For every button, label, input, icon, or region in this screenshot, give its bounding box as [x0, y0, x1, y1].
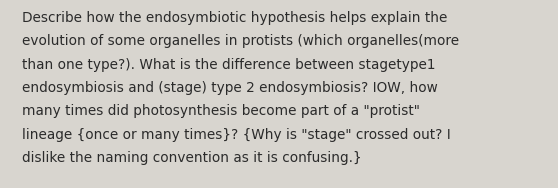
Text: many times did photosynthesis become part of a "protist": many times did photosynthesis become par…: [22, 104, 420, 118]
Text: endosymbiosis and (stage) type 2 endosymbiosis? IOW, how: endosymbiosis and (stage) type 2 endosym…: [22, 81, 437, 95]
Text: Describe how the endosymbiotic hypothesis helps explain the: Describe how the endosymbiotic hypothesi…: [22, 11, 448, 25]
Text: dislike the naming convention as it is confusing.}: dislike the naming convention as it is c…: [22, 151, 362, 165]
Text: lineage {once or many times}? {Why is "stage" crossed out? I: lineage {once or many times}? {Why is "s…: [22, 127, 451, 142]
Text: evolution of some organelles in protists (which organelles(more: evolution of some organelles in protists…: [22, 34, 459, 48]
Text: than one type?). What is the difference between stagetype1: than one type?). What is the difference …: [22, 58, 435, 72]
